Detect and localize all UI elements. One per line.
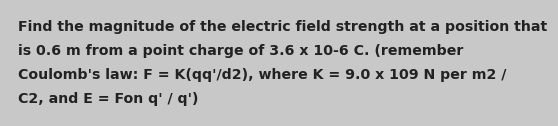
Text: Coulomb's law: F = K(qq'/d2), where K = 9.0 x 109 N per m2 /: Coulomb's law: F = K(qq'/d2), where K = … (18, 68, 506, 82)
Text: C2, and E = Fon q' / q'): C2, and E = Fon q' / q') (18, 92, 199, 106)
Text: is 0.6 m from a point charge of 3.6 x 10-6 C. (remember: is 0.6 m from a point charge of 3.6 x 10… (18, 44, 463, 58)
Text: Find the magnitude of the electric field strength at a position that: Find the magnitude of the electric field… (18, 20, 547, 34)
